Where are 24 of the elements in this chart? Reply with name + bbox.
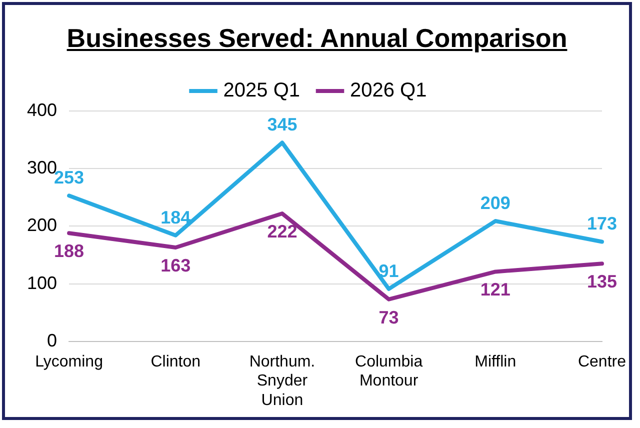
y-tick-label: 200 [26, 215, 58, 236]
data-label: 184 [160, 207, 191, 228]
data-label: 91 [378, 260, 399, 281]
y-tick-label: 400 [26, 100, 58, 120]
data-label: 188 [54, 241, 84, 262]
data-label: 73 [378, 307, 399, 328]
data-label: 209 [480, 192, 510, 213]
data-label: 163 [160, 255, 191, 276]
y-tick-label: 100 [26, 272, 58, 293]
x-tick-label: Lycoming [35, 353, 103, 370]
data-label: 345 [267, 114, 298, 135]
x-tick-label: Centre [578, 353, 626, 370]
x-tick-label: Clinton [150, 353, 201, 370]
x-tick-label: Northum. Snyder Union [249, 353, 316, 409]
chart-title: Businesses Served: Annual Comparison [66, 23, 568, 54]
data-label: 173 [586, 214, 618, 234]
x-tick-label: Mifflin [474, 353, 516, 370]
legend-label: 2025 Q1 [223, 80, 300, 102]
data-label: 222 [267, 221, 298, 242]
legend-label: 2026 Q1 [350, 80, 427, 102]
y-tick-label: 0 [47, 330, 58, 350]
x-tick-label: Columbia Montour [355, 353, 423, 390]
data-label: 135 [586, 272, 618, 292]
data-label: 121 [480, 280, 510, 300]
